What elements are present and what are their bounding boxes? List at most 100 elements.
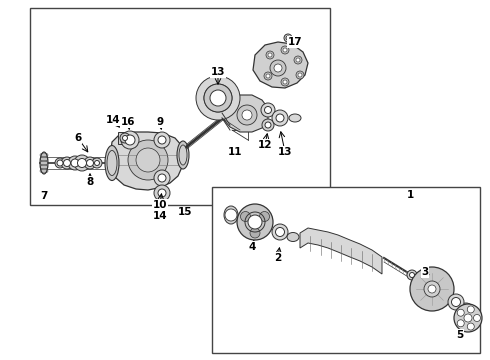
Text: 8: 8 [86, 177, 94, 187]
Circle shape [242, 110, 252, 120]
Text: 14: 14 [106, 115, 121, 125]
Circle shape [250, 228, 260, 238]
Circle shape [158, 174, 166, 182]
Circle shape [210, 90, 226, 106]
Text: 16: 16 [121, 117, 135, 127]
Text: 15: 15 [178, 207, 192, 217]
Circle shape [196, 76, 240, 120]
Polygon shape [253, 42, 308, 88]
Text: 5: 5 [456, 330, 464, 340]
Circle shape [296, 58, 300, 62]
Circle shape [283, 80, 287, 84]
Circle shape [154, 170, 170, 186]
Ellipse shape [224, 206, 238, 224]
Circle shape [121, 131, 139, 149]
Text: 11: 11 [228, 147, 242, 157]
Ellipse shape [107, 150, 117, 176]
Circle shape [286, 36, 290, 40]
Circle shape [457, 320, 464, 327]
Circle shape [294, 56, 302, 64]
Text: 17: 17 [288, 37, 302, 47]
Text: 1: 1 [406, 190, 414, 200]
Circle shape [87, 159, 94, 166]
Circle shape [265, 107, 271, 113]
Circle shape [225, 209, 237, 221]
Circle shape [92, 158, 102, 168]
Circle shape [268, 53, 272, 57]
Text: 13: 13 [211, 67, 225, 77]
Circle shape [275, 228, 285, 237]
Circle shape [274, 64, 282, 72]
Circle shape [283, 48, 287, 52]
Ellipse shape [289, 114, 301, 122]
Circle shape [276, 114, 284, 122]
Polygon shape [224, 95, 268, 132]
Circle shape [281, 78, 289, 86]
Circle shape [154, 132, 170, 148]
Text: 14: 14 [153, 211, 167, 221]
Circle shape [57, 160, 63, 166]
Circle shape [467, 323, 474, 330]
Polygon shape [300, 228, 382, 274]
Circle shape [464, 314, 472, 322]
Circle shape [84, 157, 96, 169]
Ellipse shape [40, 152, 48, 174]
Ellipse shape [105, 145, 119, 180]
Text: 9: 9 [156, 117, 164, 127]
Circle shape [272, 224, 288, 240]
Circle shape [448, 294, 464, 310]
Text: 6: 6 [74, 133, 82, 143]
Circle shape [262, 119, 274, 131]
Circle shape [154, 185, 170, 201]
Circle shape [428, 285, 436, 293]
Circle shape [407, 270, 417, 280]
Circle shape [454, 304, 482, 332]
Circle shape [120, 133, 130, 143]
Ellipse shape [460, 303, 472, 313]
Circle shape [260, 212, 270, 221]
Circle shape [424, 281, 440, 297]
Circle shape [265, 122, 271, 128]
Circle shape [68, 156, 82, 170]
Text: 10: 10 [153, 200, 167, 210]
Circle shape [457, 309, 464, 316]
Circle shape [77, 158, 87, 167]
Circle shape [261, 103, 275, 117]
Circle shape [284, 34, 292, 42]
Circle shape [451, 297, 461, 306]
Circle shape [122, 135, 127, 140]
Polygon shape [110, 132, 183, 190]
Circle shape [281, 46, 289, 54]
Circle shape [250, 217, 260, 227]
Circle shape [410, 267, 454, 311]
Circle shape [136, 148, 160, 172]
Circle shape [248, 215, 262, 229]
Circle shape [264, 72, 272, 80]
Circle shape [270, 60, 286, 76]
Circle shape [473, 315, 481, 321]
Circle shape [61, 157, 73, 169]
Text: 12: 12 [258, 140, 272, 150]
Text: 13: 13 [278, 147, 292, 157]
Circle shape [158, 136, 166, 144]
Circle shape [95, 161, 99, 166]
Circle shape [272, 110, 288, 126]
Circle shape [298, 73, 302, 77]
Circle shape [71, 159, 79, 167]
Circle shape [158, 189, 166, 197]
Circle shape [237, 105, 257, 125]
Circle shape [55, 158, 65, 168]
Circle shape [64, 159, 71, 166]
Ellipse shape [177, 141, 189, 169]
Bar [212, 187, 480, 353]
Text: 3: 3 [421, 267, 429, 277]
Text: 2: 2 [274, 253, 282, 263]
Ellipse shape [287, 233, 299, 242]
Circle shape [74, 155, 90, 171]
Circle shape [266, 51, 274, 59]
Circle shape [128, 140, 168, 180]
Circle shape [467, 306, 474, 313]
Text: 4: 4 [248, 242, 256, 252]
Bar [118, 132, 132, 144]
Circle shape [266, 74, 270, 78]
